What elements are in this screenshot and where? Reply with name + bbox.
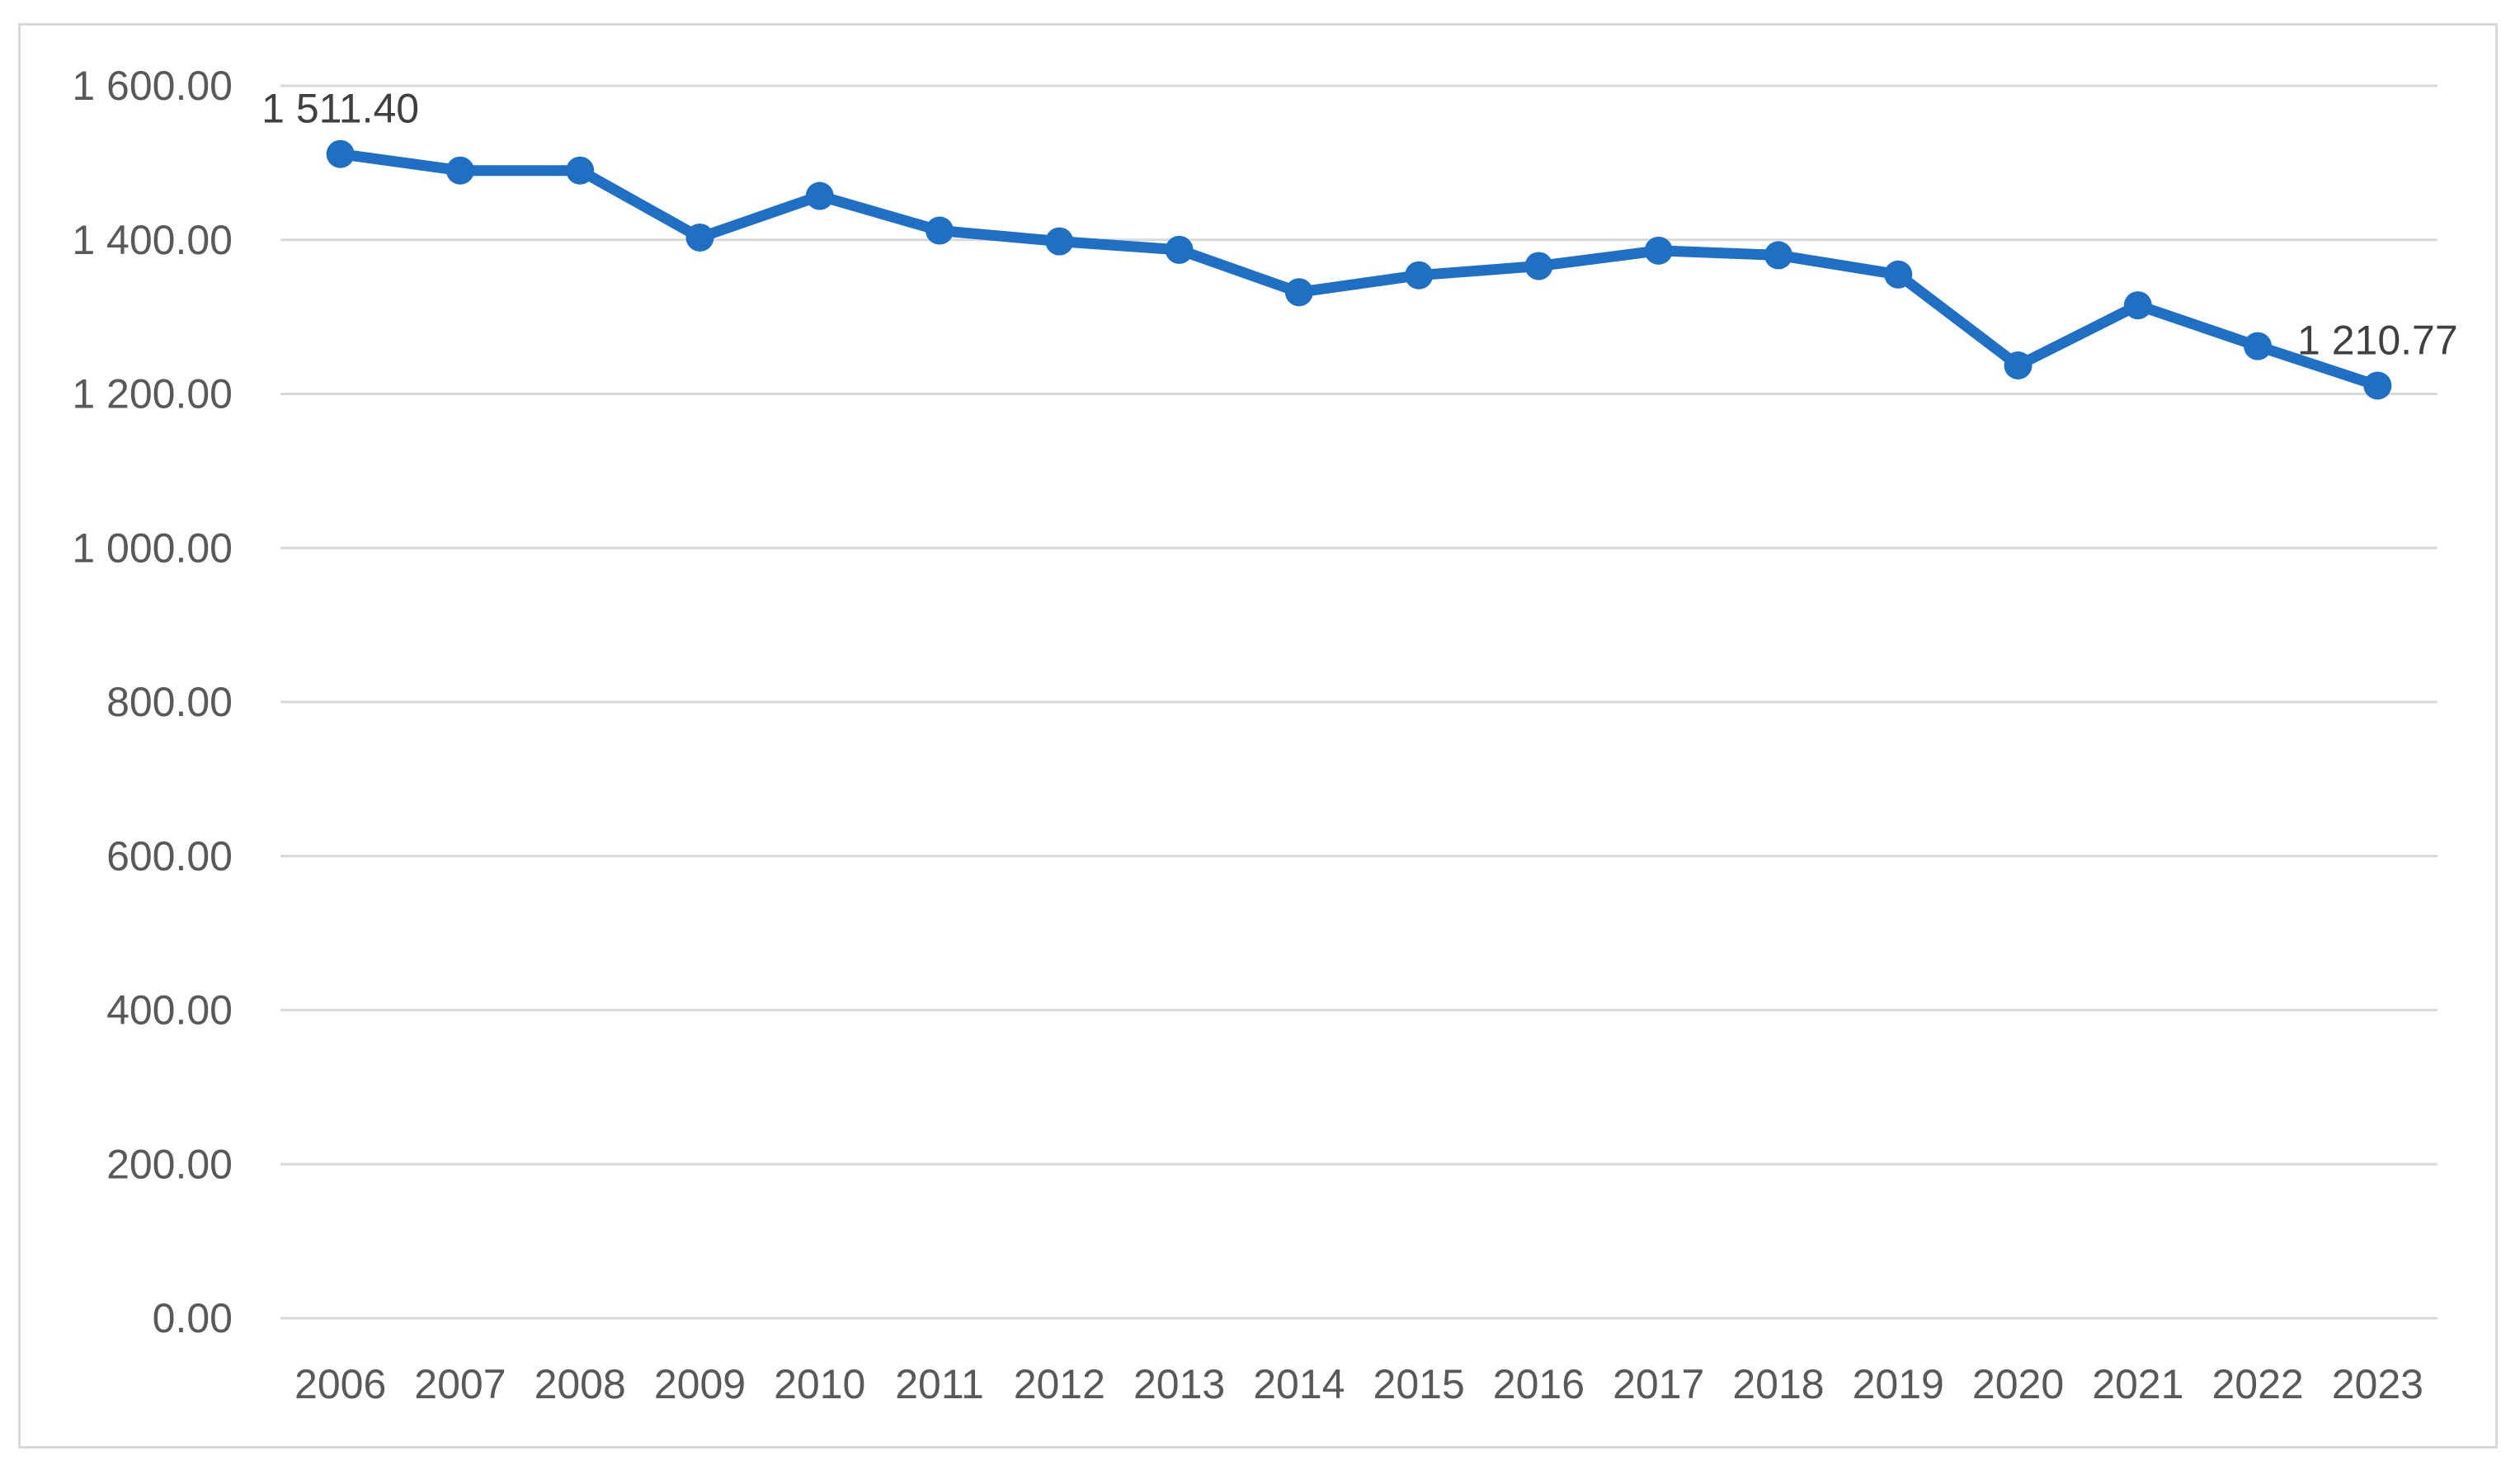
x-tick-label: 2011 <box>895 1361 984 1407</box>
data-point-2006 <box>326 139 355 168</box>
data-point-2013 <box>1165 235 1194 264</box>
data-point-2019 <box>1884 260 1913 289</box>
data-label-2023: 1 210.77 <box>2297 317 2458 363</box>
y-tick-label: 800.00 <box>106 679 233 725</box>
y-tick-label: 0.00 <box>153 1295 233 1341</box>
data-point-2021 <box>2123 291 2152 320</box>
series-line <box>335 148 2383 391</box>
x-tick-label: 2015 <box>1373 1361 1465 1407</box>
x-tick-label: 2019 <box>1853 1361 1944 1407</box>
data-point-2009 <box>685 223 714 252</box>
chart-frame <box>18 23 2498 1449</box>
y-tick-label: 1 600.00 <box>72 63 233 109</box>
data-point-2023 <box>2363 371 2392 400</box>
gridlines <box>280 84 2438 1320</box>
data-point-2016 <box>1524 252 1553 280</box>
data-labels: 1 511.40 1 210.77 <box>261 86 2458 364</box>
x-tick-label: 2006 <box>294 1361 386 1407</box>
x-tick-label: 2021 <box>2092 1361 2183 1407</box>
data-point-2018 <box>1764 241 1792 270</box>
x-tick-label: 2018 <box>1732 1361 1824 1407</box>
x-tick-label: 2007 <box>414 1361 506 1407</box>
y-tick-label: 1 200.00 <box>72 371 233 417</box>
data-point-2010 <box>805 181 834 210</box>
data-point-2012 <box>1045 227 1074 256</box>
y-tick-label: 1 000.00 <box>72 525 233 571</box>
data-point-2014 <box>1284 278 1313 307</box>
data-point-2008 <box>566 156 595 185</box>
data-point-2015 <box>1405 261 1434 290</box>
x-tick-label: 2013 <box>1133 1361 1225 1407</box>
x-axis-tick-labels: 2006 2007 2008 2009 2010 2011 2012 2013 2014 2015… <box>294 1361 2423 1407</box>
y-tick-label: 400.00 <box>106 987 233 1034</box>
x-tick-label: 2017 <box>1613 1361 1704 1407</box>
x-tick-label: 2023 <box>2332 1361 2423 1407</box>
data-point-2017 <box>1644 236 1673 265</box>
y-tick-label: 200.00 <box>106 1141 233 1187</box>
x-tick-label: 2009 <box>654 1361 746 1407</box>
data-label-2006: 1 511.40 <box>261 86 419 132</box>
y-tick-label: 1 400.00 <box>72 217 233 263</box>
x-tick-label: 2020 <box>1972 1361 2064 1407</box>
x-tick-label: 2014 <box>1253 1361 1345 1407</box>
y-tick-label: 600.00 <box>106 833 233 879</box>
x-tick-label: 2010 <box>774 1361 865 1407</box>
y-axis-tick-labels: 0.00 200.00 400.00 600.00 800.00 1 000.00 1 20… <box>72 63 233 1341</box>
data-point-2020 <box>2004 351 2032 379</box>
x-tick-label: 2012 <box>1014 1361 1105 1407</box>
x-tick-label: 2022 <box>2211 1361 2303 1407</box>
x-tick-label: 2016 <box>1493 1361 1585 1407</box>
data-point-2022 <box>2244 332 2273 360</box>
series-group <box>326 139 2392 400</box>
x-tick-label: 2008 <box>535 1361 626 1407</box>
data-point-2007 <box>445 156 474 185</box>
data-point-2011 <box>926 216 954 245</box>
